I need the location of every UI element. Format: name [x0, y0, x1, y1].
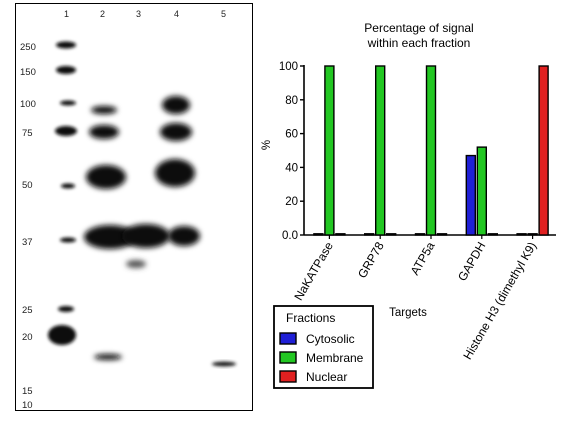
bar-cytosolic-nakatpase: [313, 233, 324, 236]
legend-label-membrane: Membrane: [306, 351, 364, 365]
mw-label-75: 75: [22, 128, 33, 139]
legend-label-nuclear: Nuclear: [306, 370, 347, 384]
mw-label-100: 100: [20, 99, 36, 110]
legend-swatch-nuclear: [279, 370, 297, 383]
legend: Fractions Cytosolic Membrane Nuclear: [273, 305, 374, 389]
lane-label-4: 4: [174, 9, 179, 19]
mw-label-150: 150: [20, 67, 36, 78]
bar-nuclear-atp5a: [436, 233, 448, 236]
western-blot-image: 1 2 3 4 5 250 150 100 75 50 37 25 20 15 …: [20, 9, 236, 411]
chart-title-line-2: within each fraction: [367, 36, 471, 50]
y-tick-label: 0.0: [282, 230, 298, 242]
y-tick-label: 40: [285, 162, 298, 174]
lane-5-bands: [212, 361, 236, 367]
bar-membrane-gapdh: [476, 146, 487, 236]
bar-nuclear-gapdh: [487, 233, 498, 236]
x-category-label: ATP5a: [408, 239, 438, 277]
ladder-bands: [48, 41, 77, 345]
bar-cytosolic-histone-h3-dimethyl-k9-: [516, 233, 527, 236]
mw-label-50: 50: [22, 180, 33, 191]
chart-title-line-1: Percentage of signal: [364, 21, 473, 35]
lane-4-bands: [155, 96, 200, 246]
bar-membrane-grp78: [375, 65, 386, 236]
bar-nuclear-nakatpase: [335, 233, 346, 236]
y-tick-label: 60: [285, 129, 298, 141]
y-tick-label: 80: [285, 95, 298, 107]
mw-label-15: 15: [22, 386, 33, 397]
bar-cytosolic-grp78: [364, 233, 375, 236]
lane-label-5: 5: [221, 9, 226, 19]
mw-label-250: 250: [20, 42, 36, 53]
legend-swatch-membrane: [279, 351, 297, 364]
lane-label-2: 2: [100, 9, 105, 19]
bar-nuclear-grp78: [386, 233, 397, 236]
x-category-label: NaKATPase: [291, 239, 336, 303]
bar-membrane-histone-h3-dimethyl-k9-: [527, 233, 538, 236]
bar-membrane-nakatpase: [324, 65, 335, 236]
bar-membrane-atp5a: [425, 65, 437, 236]
legend-title: Fractions: [286, 311, 335, 325]
legend-label-cytosolic: Cytosolic: [306, 332, 355, 346]
y-axis-label: %: [261, 140, 273, 150]
legend-swatch-cytosolic: [279, 332, 297, 345]
mw-label-25: 25: [22, 305, 33, 316]
x-category-label: GAPDH: [455, 240, 488, 284]
lane-label-1: 1: [64, 9, 69, 19]
western-blot-panel: 1 2 3 4 5 250 150 100 75 50 37 25 20 15 …: [15, 3, 253, 411]
legend-border: [273, 305, 374, 389]
lane-2-bands: [84, 106, 136, 360]
lane-label-3: 3: [136, 9, 141, 19]
bar-cytosolic-atp5a: [414, 233, 426, 236]
mw-label-10: 10: [22, 400, 33, 411]
bar-nuclear-histone-h3-dimethyl-k9-: [538, 65, 549, 236]
mw-label-37: 37: [22, 237, 33, 248]
lane-3-bands: [122, 224, 170, 268]
mw-label-20: 20: [22, 332, 33, 343]
bar-cytosolic-gapdh: [465, 154, 476, 236]
y-tick-label: 20: [285, 196, 298, 208]
x-category-label: GRP78: [355, 239, 387, 280]
y-tick-label: 100: [279, 61, 298, 73]
x-axis-label: Targets: [389, 307, 427, 319]
